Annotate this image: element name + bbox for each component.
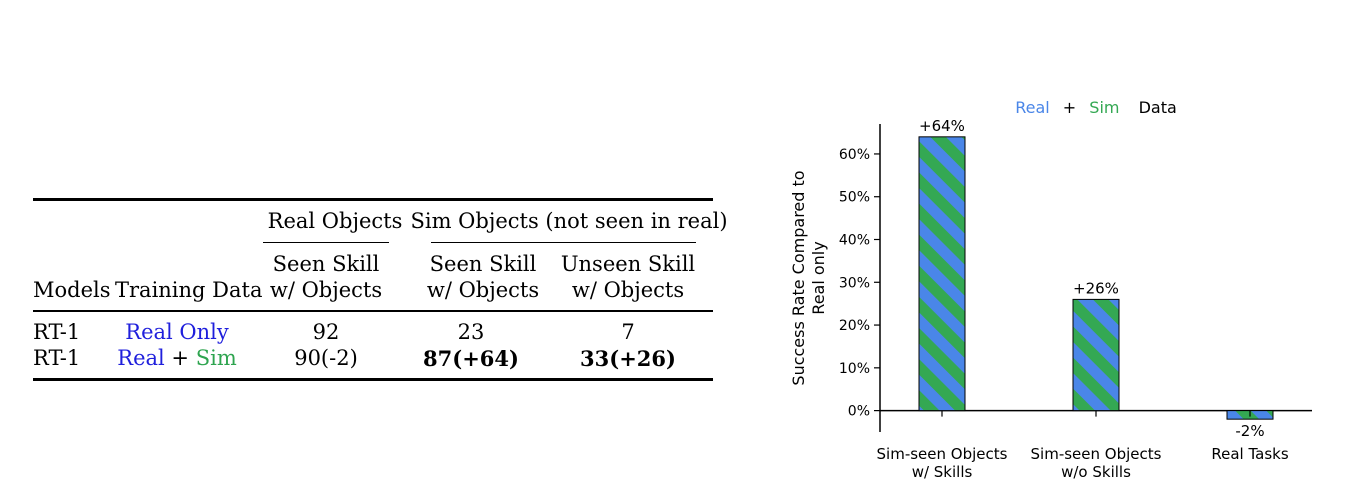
data-label: +26% bbox=[1073, 279, 1119, 297]
header-real-objects: Real Objects bbox=[267, 209, 403, 233]
real-objects-cmidrule bbox=[263, 242, 389, 243]
x-tick-label: Real Tasks bbox=[1211, 445, 1288, 463]
y-tick-label: 30% bbox=[839, 275, 870, 291]
title-real: Real bbox=[1015, 98, 1050, 117]
header-training-data: Training Data bbox=[115, 278, 263, 302]
data-label: +64% bbox=[919, 117, 965, 135]
x-tick-label: Sim-seen Objects bbox=[877, 445, 1008, 463]
row2-model: RT-1 bbox=[33, 346, 81, 370]
sim-objects-cmidrule bbox=[431, 242, 696, 243]
y-tick-label: 50% bbox=[839, 190, 870, 206]
x-tick-label: w/o Skills bbox=[1061, 463, 1131, 481]
table-top-rule bbox=[33, 198, 713, 201]
header-col1-line2: w/ Objects bbox=[269, 278, 383, 302]
row2-col2: 87(+64) bbox=[423, 346, 519, 371]
y-tick-label: 60% bbox=[839, 147, 870, 163]
title-data: Data bbox=[1139, 98, 1177, 117]
row1-training-data: Real Only bbox=[125, 320, 229, 344]
y-axis-label-line1: Success Rate Compared to bbox=[789, 170, 808, 385]
y-tick-label: 0% bbox=[848, 404, 870, 420]
header-col3-line1: Unseen Skill bbox=[560, 252, 696, 276]
y-axis-label-line2: Real only bbox=[809, 241, 828, 314]
y-tick-label: 40% bbox=[839, 233, 870, 249]
y-axis-label: Success Rate Compared to Real only bbox=[789, 170, 828, 385]
table-mid-rule bbox=[33, 310, 713, 312]
x-tick-label: Sim-seen Objects bbox=[1031, 445, 1162, 463]
header-sim-objects: Sim Objects (not seen in real) bbox=[410, 209, 728, 233]
row1-col2: 23 bbox=[457, 320, 485, 344]
row1-col1: 92 bbox=[312, 320, 340, 344]
title-plus: + bbox=[1063, 98, 1076, 117]
bar bbox=[1072, 298, 1120, 412]
x-tick-label: w/ Skills bbox=[912, 463, 973, 481]
row1-col3: 7 bbox=[621, 320, 635, 344]
row2-data-sim: Sim bbox=[195, 346, 237, 370]
y-tick-label: 10% bbox=[839, 361, 870, 377]
chart-title: Real + Sim Data bbox=[1015, 98, 1177, 117]
header-col2-line2: w/ Objects bbox=[426, 278, 540, 302]
row2-col3: 33(+26) bbox=[580, 346, 676, 371]
table-bottom-rule bbox=[33, 378, 713, 381]
row1-model: RT-1 bbox=[33, 320, 81, 344]
row2-col1: 90(-2) bbox=[294, 346, 358, 370]
row2-data-plus: + bbox=[171, 346, 190, 370]
header-col2-line1: Seen Skill bbox=[429, 252, 537, 276]
header-col3-line2: w/ Objects bbox=[571, 278, 685, 302]
header-models: Models bbox=[33, 278, 111, 302]
data-label: -2% bbox=[1235, 422, 1264, 440]
y-tick-label: 20% bbox=[839, 318, 870, 334]
header-col1-line1: Seen Skill bbox=[272, 252, 380, 276]
title-sim: Sim bbox=[1089, 98, 1119, 117]
row2-data-real: Real bbox=[117, 346, 165, 370]
bar bbox=[918, 136, 966, 412]
row2-training-data: Real + Sim bbox=[117, 348, 236, 369]
